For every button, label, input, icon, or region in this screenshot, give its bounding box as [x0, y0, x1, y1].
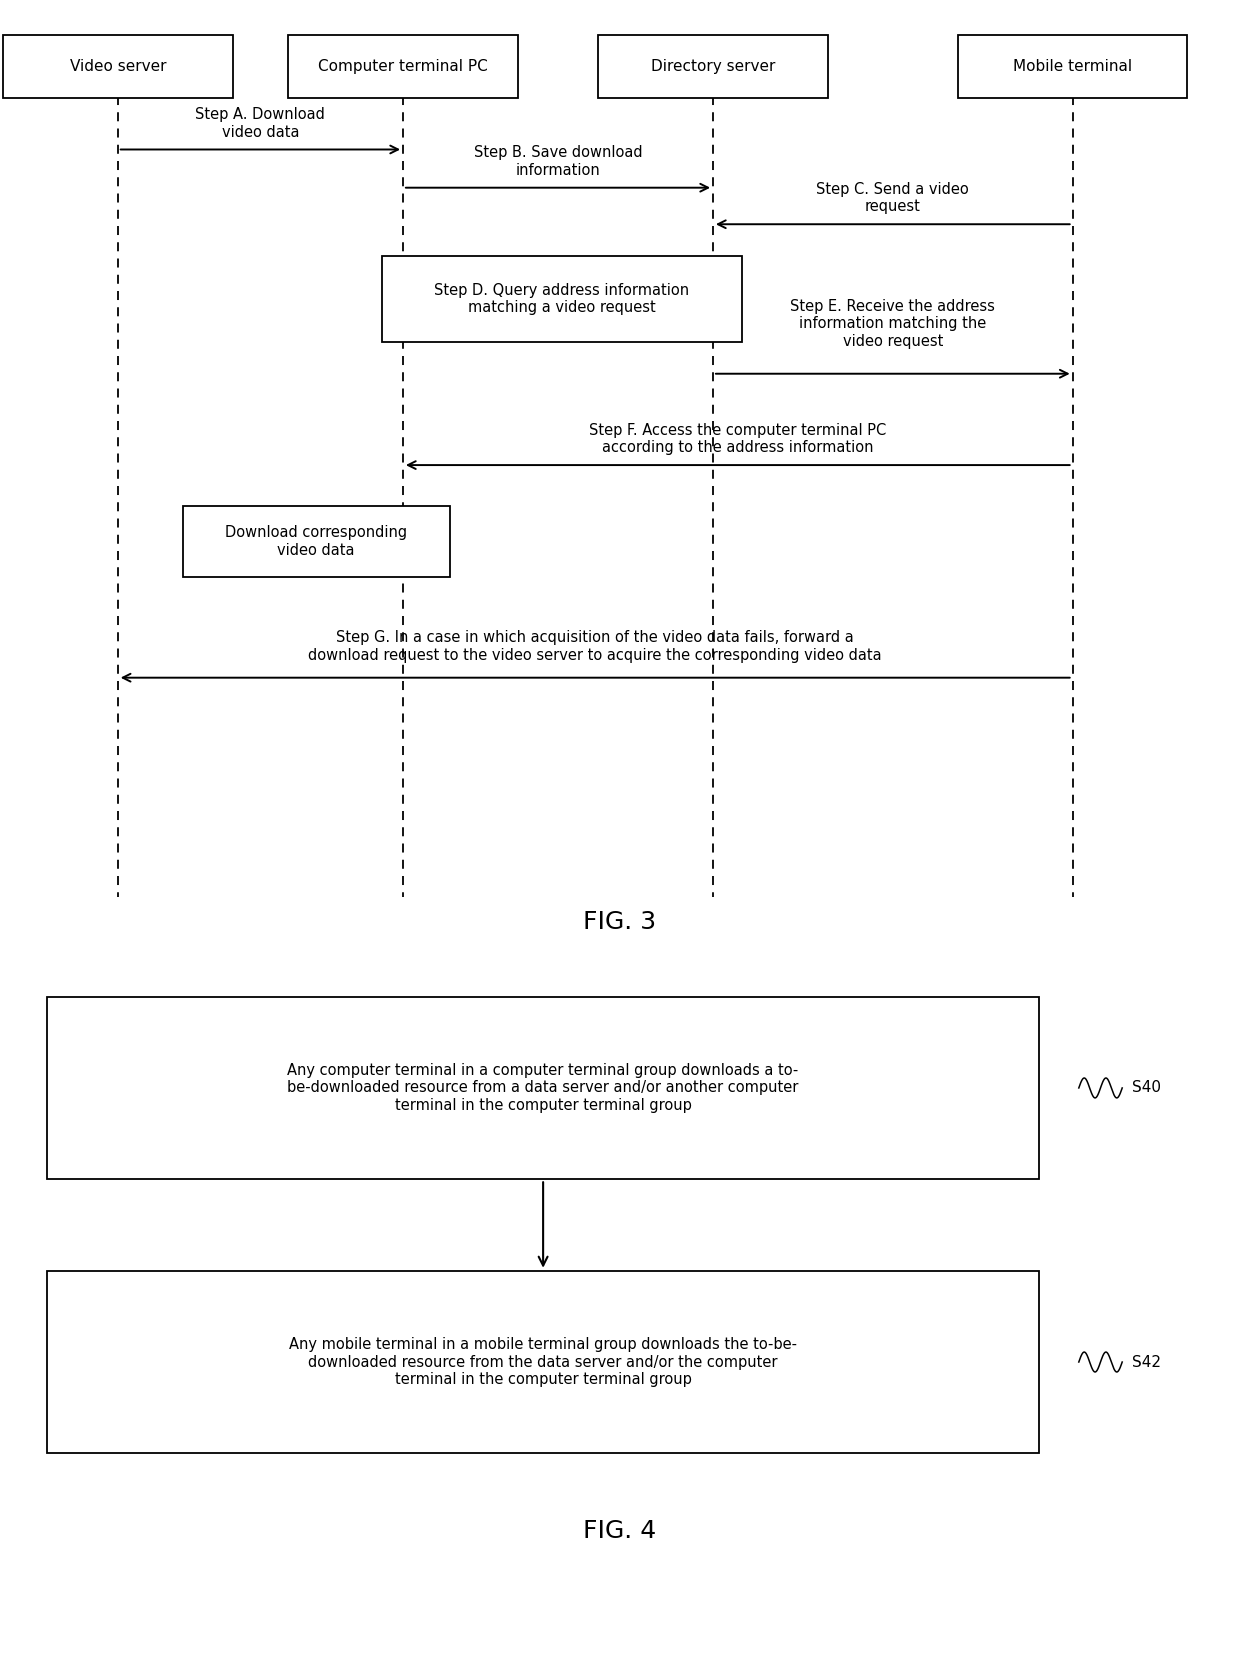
- FancyBboxPatch shape: [598, 35, 828, 98]
- Text: Download corresponding
video data: Download corresponding video data: [226, 525, 407, 558]
- Text: FIG. 4: FIG. 4: [583, 1520, 657, 1543]
- Text: Computer terminal PC: Computer terminal PC: [319, 58, 487, 75]
- Text: Any computer terminal in a computer terminal group downloads a to-
be-downloaded: Any computer terminal in a computer term…: [288, 1063, 799, 1113]
- Text: Directory server: Directory server: [651, 58, 775, 75]
- FancyBboxPatch shape: [288, 35, 517, 98]
- FancyBboxPatch shape: [4, 35, 233, 98]
- Text: Step F. Access the computer terminal PC
according to the address information: Step F. Access the computer terminal PC …: [589, 422, 887, 455]
- Text: Step G. In a case in which acquisition of the video data fails, forward a
downlo: Step G. In a case in which acquisition o…: [309, 630, 882, 663]
- Text: S40: S40: [1132, 1080, 1161, 1096]
- Text: Any mobile terminal in a mobile terminal group downloads the to-be-
downloaded r: Any mobile terminal in a mobile terminal…: [289, 1337, 797, 1387]
- Text: Step E. Receive the address
information matching the
video request: Step E. Receive the address information …: [790, 299, 996, 349]
- Text: Step B. Save download
information: Step B. Save download information: [474, 145, 642, 178]
- Text: Step A. Download
video data: Step A. Download video data: [196, 106, 325, 140]
- FancyBboxPatch shape: [47, 1271, 1039, 1453]
- Text: Step C. Send a video
request: Step C. Send a video request: [816, 181, 970, 214]
- Text: Step D. Query address information
matching a video request: Step D. Query address information matchi…: [434, 282, 689, 316]
- FancyBboxPatch shape: [184, 505, 450, 576]
- Text: S42: S42: [1132, 1354, 1161, 1370]
- FancyBboxPatch shape: [47, 997, 1039, 1179]
- Text: Mobile terminal: Mobile terminal: [1013, 58, 1132, 75]
- FancyBboxPatch shape: [957, 35, 1188, 98]
- FancyBboxPatch shape: [382, 256, 742, 342]
- Text: Video server: Video server: [69, 58, 166, 75]
- Text: FIG. 3: FIG. 3: [584, 910, 656, 933]
